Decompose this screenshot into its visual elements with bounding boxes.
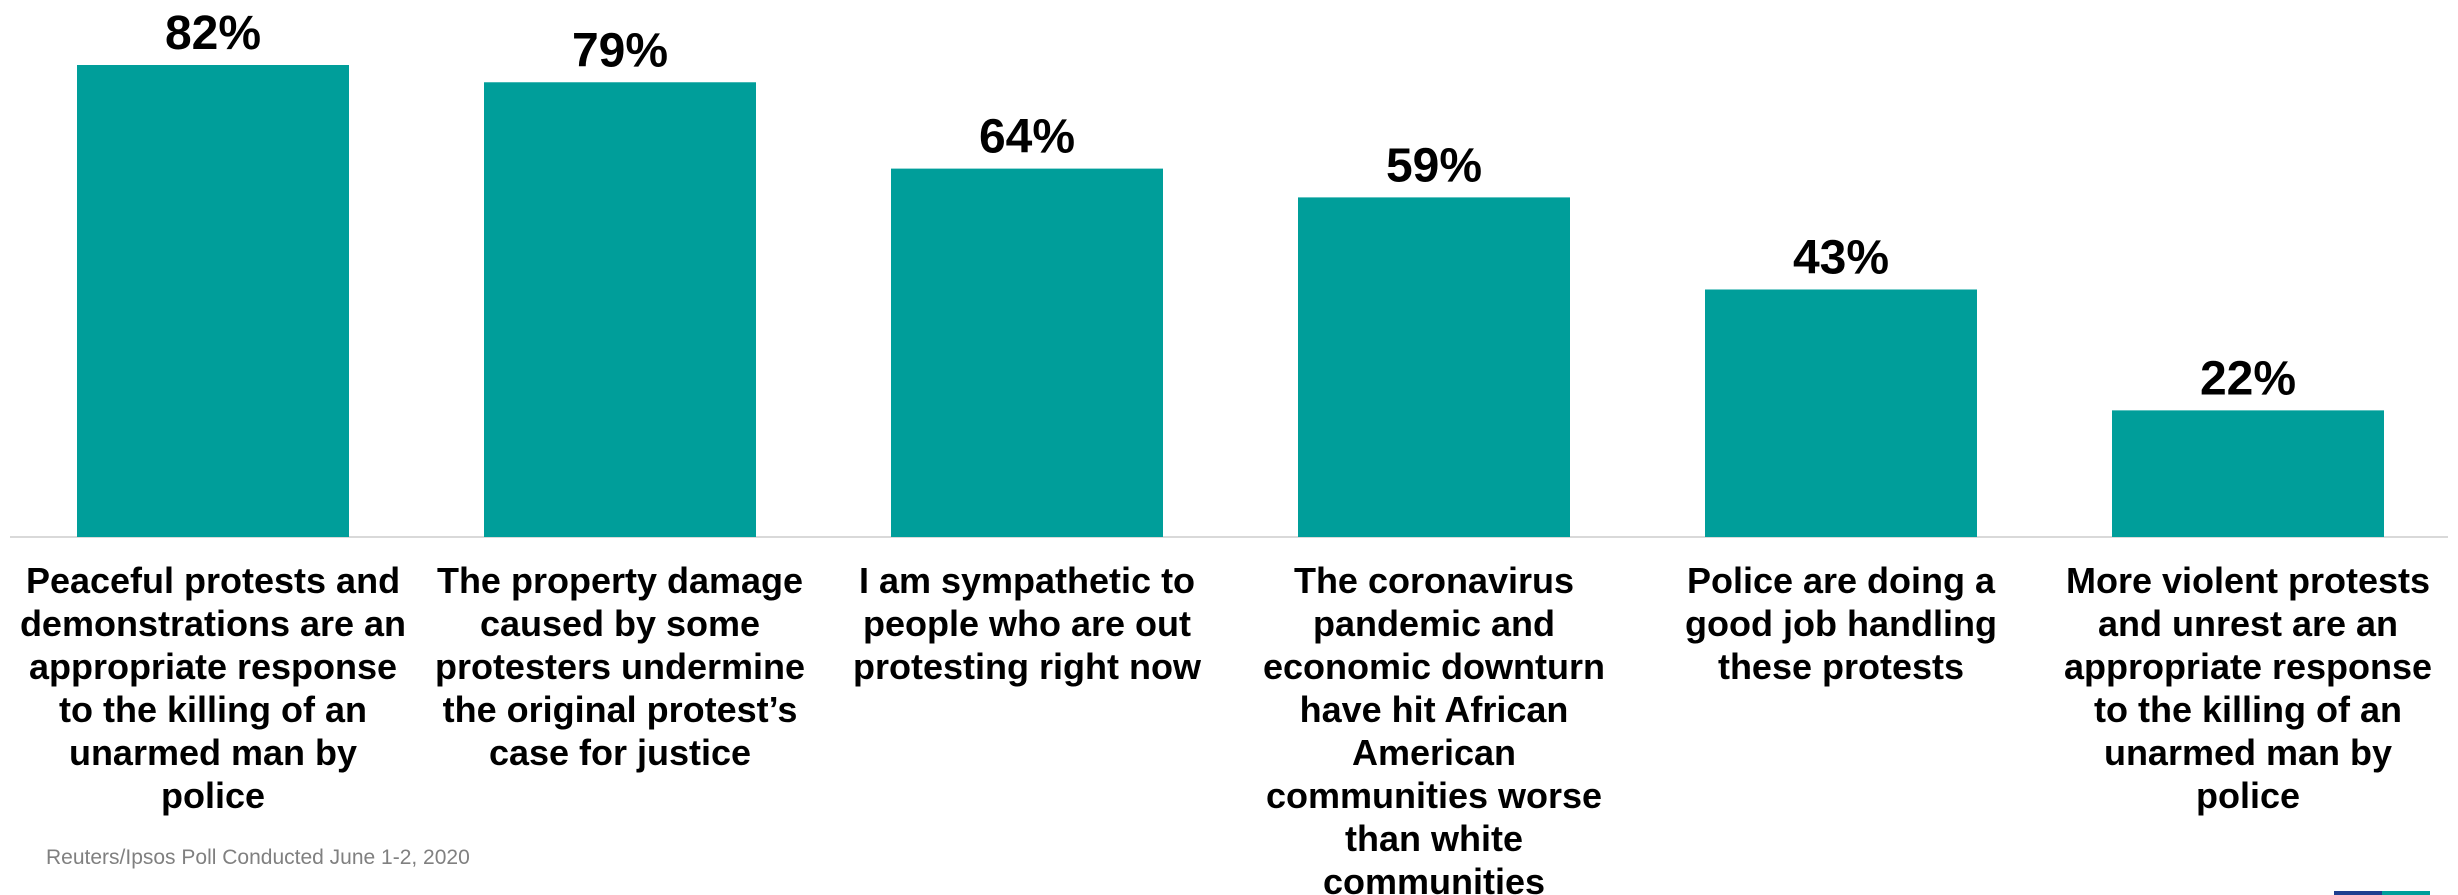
value-label-1: 82% [165, 7, 261, 60]
value-label-3: 64% [979, 111, 1075, 164]
value-labels-group: 82% 79% 64% 59% 43% 22% [165, 7, 2296, 405]
value-label-2: 79% [572, 24, 668, 77]
category-label-1: Peaceful protests and demonstrations are … [20, 560, 406, 816]
logo-color-block-1 [2334, 891, 2382, 895]
ipsos-logo-strip [2334, 891, 2430, 895]
value-label-6: 22% [2200, 352, 2296, 405]
logo-color-block-2 [2382, 891, 2430, 895]
source-note: Reuters/Ipsos Poll Conducted June 1-2, 2… [46, 846, 470, 869]
category-labels-group: Peaceful protests and demonstrations are … [20, 560, 2432, 895]
category-label-2: The property damage caused by some protest… [435, 560, 805, 773]
category-label-3: I am sympathetic to people who are out pro… [853, 560, 1202, 687]
bar-5 [1705, 289, 1977, 537]
bar-6 [2112, 410, 2384, 537]
value-label-5: 43% [1793, 231, 1889, 284]
bar-1 [77, 65, 349, 537]
category-label-5: Police are doing a good job handling these… [1685, 560, 1997, 687]
bar-2 [484, 82, 756, 537]
category-label-6: More violent protests and unrest are an ap… [2064, 560, 2432, 816]
bar-4 [1298, 197, 1570, 537]
category-label-4: The coronavirus pandemic and economic down… [1263, 560, 1605, 895]
value-label-4: 59% [1386, 139, 1482, 192]
bars-group [77, 65, 2384, 538]
bar-3 [891, 168, 1163, 538]
